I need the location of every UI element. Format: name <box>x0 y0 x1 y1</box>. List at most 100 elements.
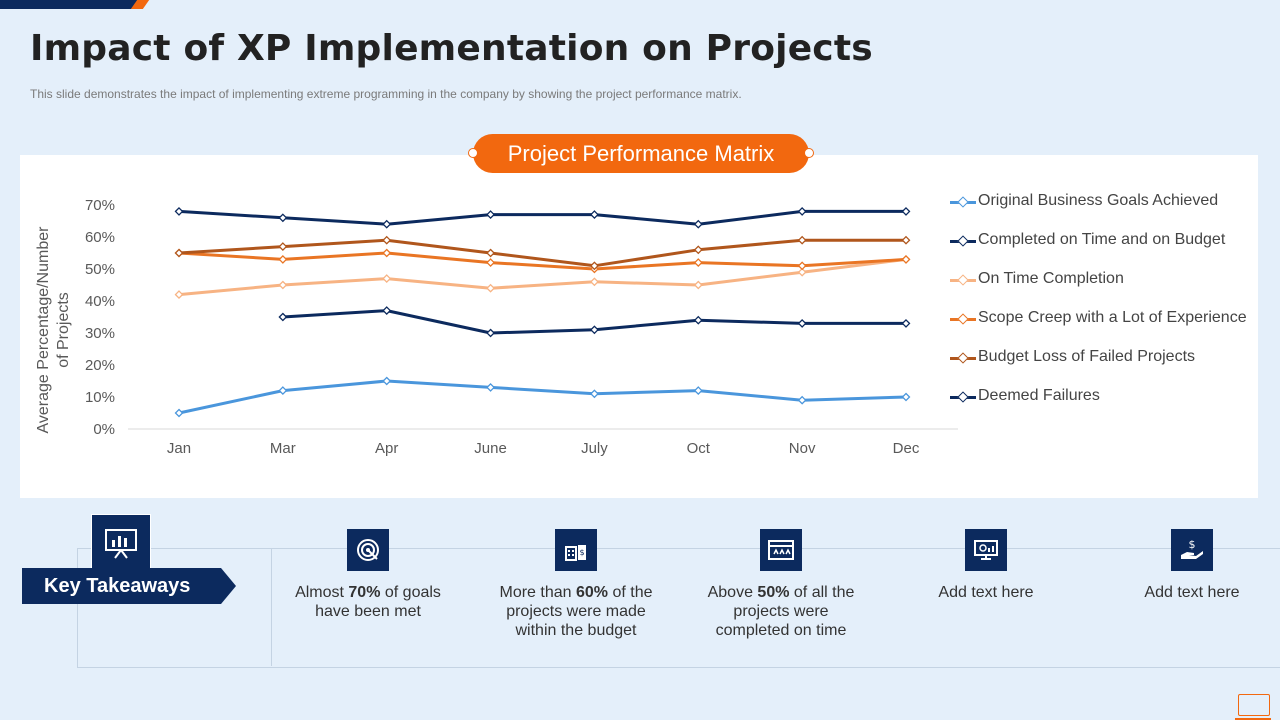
legend-swatch <box>948 231 978 249</box>
data-point <box>174 248 184 258</box>
legend-item: Completed on Time and on Budget <box>948 231 1248 249</box>
data-point <box>901 318 911 328</box>
legend-item: Scope Creep with a Lot of Experience <box>948 309 1248 327</box>
legend-label: Budget Loss of Failed Projects <box>978 348 1196 365</box>
takeaway-text-3: Above 50% of all the projects were compl… <box>707 584 855 639</box>
data-point <box>693 280 703 290</box>
data-point <box>486 382 495 392</box>
data-point <box>486 328 495 338</box>
key-takeaways-label: Key Takeaways <box>22 568 236 604</box>
legend-item: Original Business Goals Achieved <box>948 192 1248 210</box>
data-point <box>797 395 807 405</box>
y-tick-label: 20% <box>85 357 115 374</box>
data-point <box>486 283 495 293</box>
data-point <box>797 318 807 328</box>
data-point <box>382 306 392 316</box>
badge-right-dot <box>804 148 814 158</box>
y-axis-label: Average Percentage/Number of Projects <box>35 226 72 434</box>
target-icon <box>347 529 389 571</box>
series-line-2 <box>178 209 906 226</box>
page-title: Impact of XP Implementation on Projects <box>30 28 873 69</box>
legend-swatch <box>948 387 978 405</box>
data-point <box>486 258 495 268</box>
data-point <box>486 210 495 220</box>
data-point <box>382 248 392 258</box>
legend-item: Budget Loss of Failed Projects <box>948 348 1248 366</box>
data-point <box>278 280 288 290</box>
takeaway-item-2: $ More than 60% of the projects were mad… <box>491 529 661 640</box>
legend-label: Completed on Time and on Budget <box>978 231 1226 248</box>
chart-title-text: Project Performance Matrix <box>507 140 775 166</box>
takeaway-text-5: Add text here <box>1144 584 1240 601</box>
data-point <box>901 392 911 402</box>
data-point <box>693 219 703 229</box>
data-point <box>382 235 392 245</box>
y-tick-label: 40% <box>85 293 115 310</box>
legend-swatch <box>948 309 978 327</box>
x-tick-label: Mar <box>270 440 296 457</box>
data-point <box>174 290 184 300</box>
x-tick-label: Nov <box>789 440 816 457</box>
data-point <box>901 254 911 264</box>
y-tick-label: 70% <box>85 197 115 214</box>
dollar-hand-icon: $ <box>1171 529 1213 571</box>
takeaway-item-1: Almost 70% of goals have been met <box>283 529 453 621</box>
data-point <box>278 242 288 252</box>
data-point <box>797 206 807 216</box>
takeaway-item-3: Above 50% of all the projects were compl… <box>696 529 866 640</box>
monitor-icon <box>1235 694 1271 720</box>
y-tick-label: 10% <box>85 389 115 406</box>
data-point <box>590 389 599 399</box>
x-tick-label: Dec <box>893 440 920 457</box>
y-tick-label: 30% <box>85 325 115 342</box>
data-point <box>174 206 184 216</box>
presentation-icon <box>91 514 151 574</box>
takeaway-text-4: Add text here <box>938 584 1034 601</box>
takeaway-text-2: More than 60% of the projects were made … <box>499 584 653 639</box>
series-line-1 <box>178 379 907 415</box>
x-tick-label: June <box>474 440 507 457</box>
data-point <box>693 315 703 325</box>
data-point <box>797 261 807 271</box>
y-tick-label: 50% <box>85 261 115 278</box>
data-point <box>901 206 911 216</box>
data-point <box>278 386 288 396</box>
takeaway-item-5: $ Add text here <box>1107 529 1277 602</box>
legend-label: Scope Creep with a Lot of Experience <box>978 309 1247 326</box>
data-point <box>590 325 599 335</box>
takeaways-outline <box>77 548 1280 668</box>
legend-item: On Time Completion <box>948 270 1248 288</box>
data-point <box>382 376 392 386</box>
y-tick-label: 60% <box>85 229 115 246</box>
data-point <box>278 254 288 264</box>
data-point <box>693 245 703 255</box>
x-tick-label: Jan <box>167 440 191 457</box>
corner-bar <box>0 0 140 9</box>
data-point <box>174 408 184 418</box>
x-tick-label: July <box>581 440 608 457</box>
data-point <box>590 277 599 287</box>
data-point <box>590 261 599 271</box>
monitor-analytics-icon <box>965 529 1007 571</box>
badge-left-dot <box>468 148 478 158</box>
data-point <box>486 248 495 258</box>
data-point <box>590 210 599 220</box>
series-line-5 <box>178 238 906 268</box>
series-line-4 <box>178 251 907 271</box>
data-point <box>382 219 392 229</box>
legend-item: Deemed Failures <box>948 387 1248 405</box>
chart-title-badge: Project Performance Matrix <box>468 134 814 173</box>
takeaway-text-1: Almost 70% of goals have been met <box>295 584 441 620</box>
legend-swatch <box>948 270 978 288</box>
data-point <box>278 312 288 322</box>
data-point <box>797 235 807 245</box>
budget-icon: $ <box>555 529 597 571</box>
legend-swatch <box>948 348 978 366</box>
data-point <box>901 235 911 245</box>
data-point <box>693 386 703 396</box>
svg-text:$: $ <box>579 548 584 557</box>
legend-label: On Time Completion <box>978 270 1124 287</box>
data-point <box>382 274 392 284</box>
x-tick-label: Apr <box>375 440 398 457</box>
